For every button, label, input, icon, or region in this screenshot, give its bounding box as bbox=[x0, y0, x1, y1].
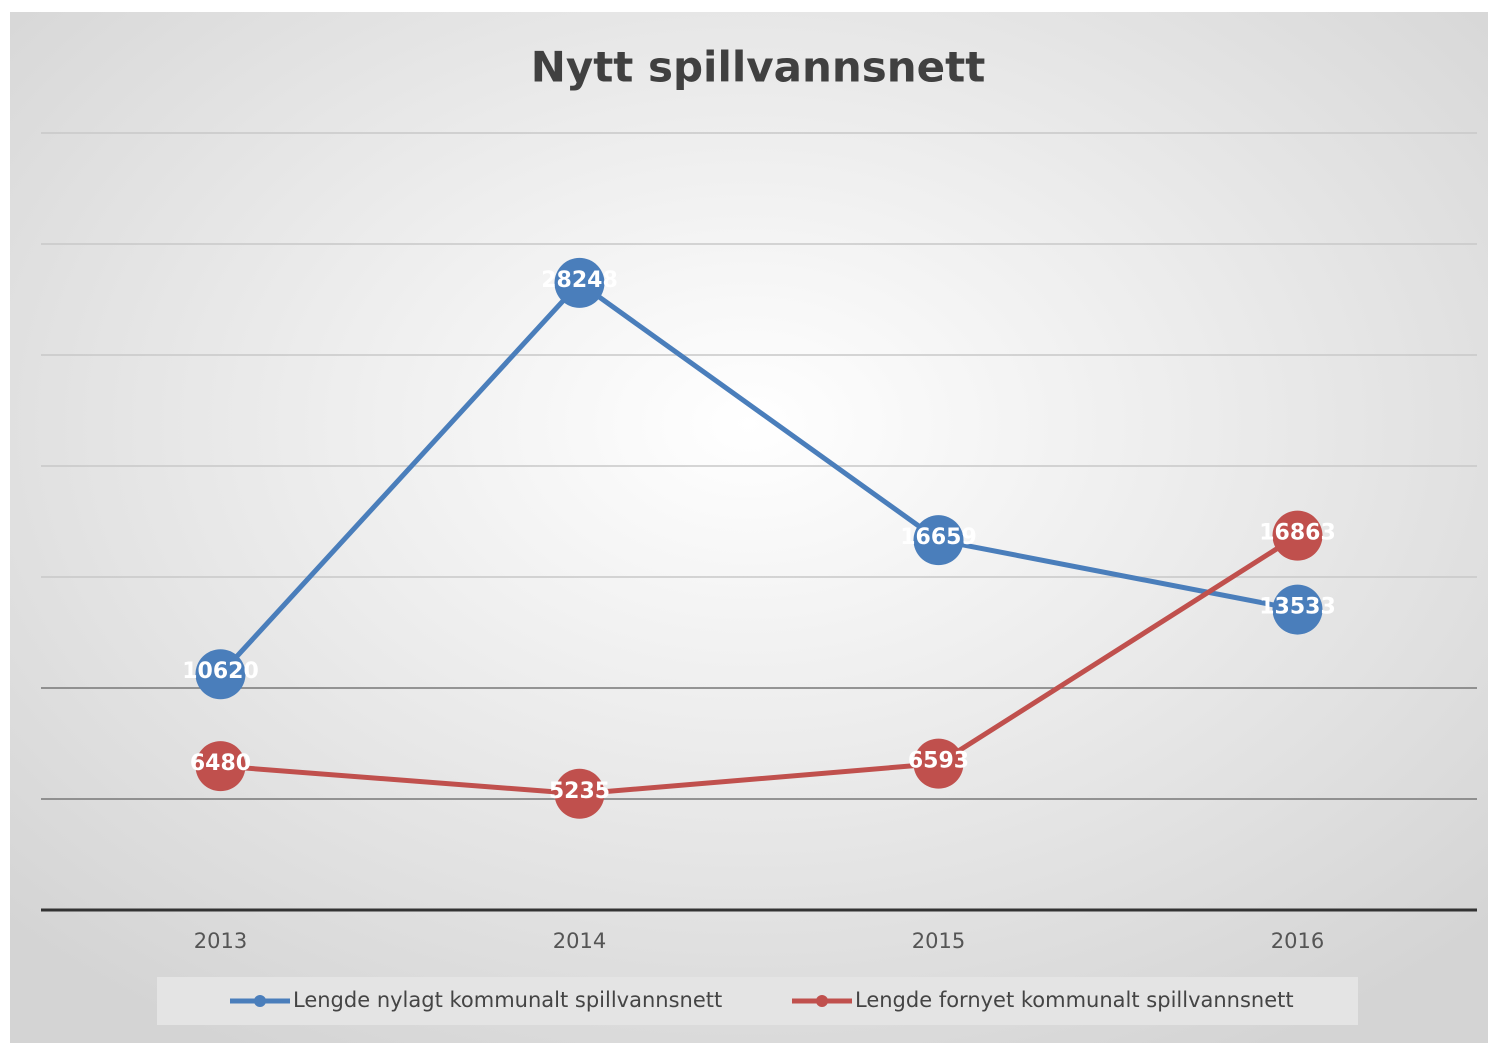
data-label: 5235 bbox=[549, 779, 610, 804]
legend-marker bbox=[254, 995, 266, 1007]
data-point bbox=[1272, 584, 1323, 635]
chart-background bbox=[10, 12, 1488, 1043]
data-label: 6593 bbox=[908, 749, 969, 774]
legend-label: Lengde nylagt kommunalt spillvannsnett bbox=[293, 988, 722, 1012]
data-label: 16659 bbox=[900, 525, 977, 550]
legend-label: Lengde fornyet kommunalt spillvannsnett bbox=[855, 988, 1294, 1012]
data-point bbox=[195, 649, 246, 700]
data-point bbox=[913, 515, 964, 566]
x-tick-label: 2014 bbox=[553, 929, 606, 953]
series-line bbox=[220, 533, 1299, 797]
data-point bbox=[195, 741, 246, 792]
data-label: 28248 bbox=[541, 268, 618, 293]
data-point bbox=[554, 257, 605, 308]
x-tick-label: 2015 bbox=[912, 929, 965, 953]
data-label: 6480 bbox=[190, 751, 251, 776]
legend-box bbox=[157, 977, 1358, 1025]
chart-title: Nytt spillvannsnett bbox=[531, 43, 986, 92]
data-point bbox=[913, 738, 964, 789]
data-point bbox=[1272, 510, 1323, 561]
data-label: 16863 bbox=[1259, 521, 1336, 546]
data-label: 13533 bbox=[1259, 595, 1336, 620]
series-line bbox=[218, 280, 1298, 676]
x-tick-label: 2016 bbox=[1271, 929, 1324, 953]
x-tick-label: 2013 bbox=[194, 929, 247, 953]
data-point bbox=[554, 768, 605, 819]
data-label: 10620 bbox=[182, 659, 259, 684]
legend-marker bbox=[816, 995, 828, 1007]
